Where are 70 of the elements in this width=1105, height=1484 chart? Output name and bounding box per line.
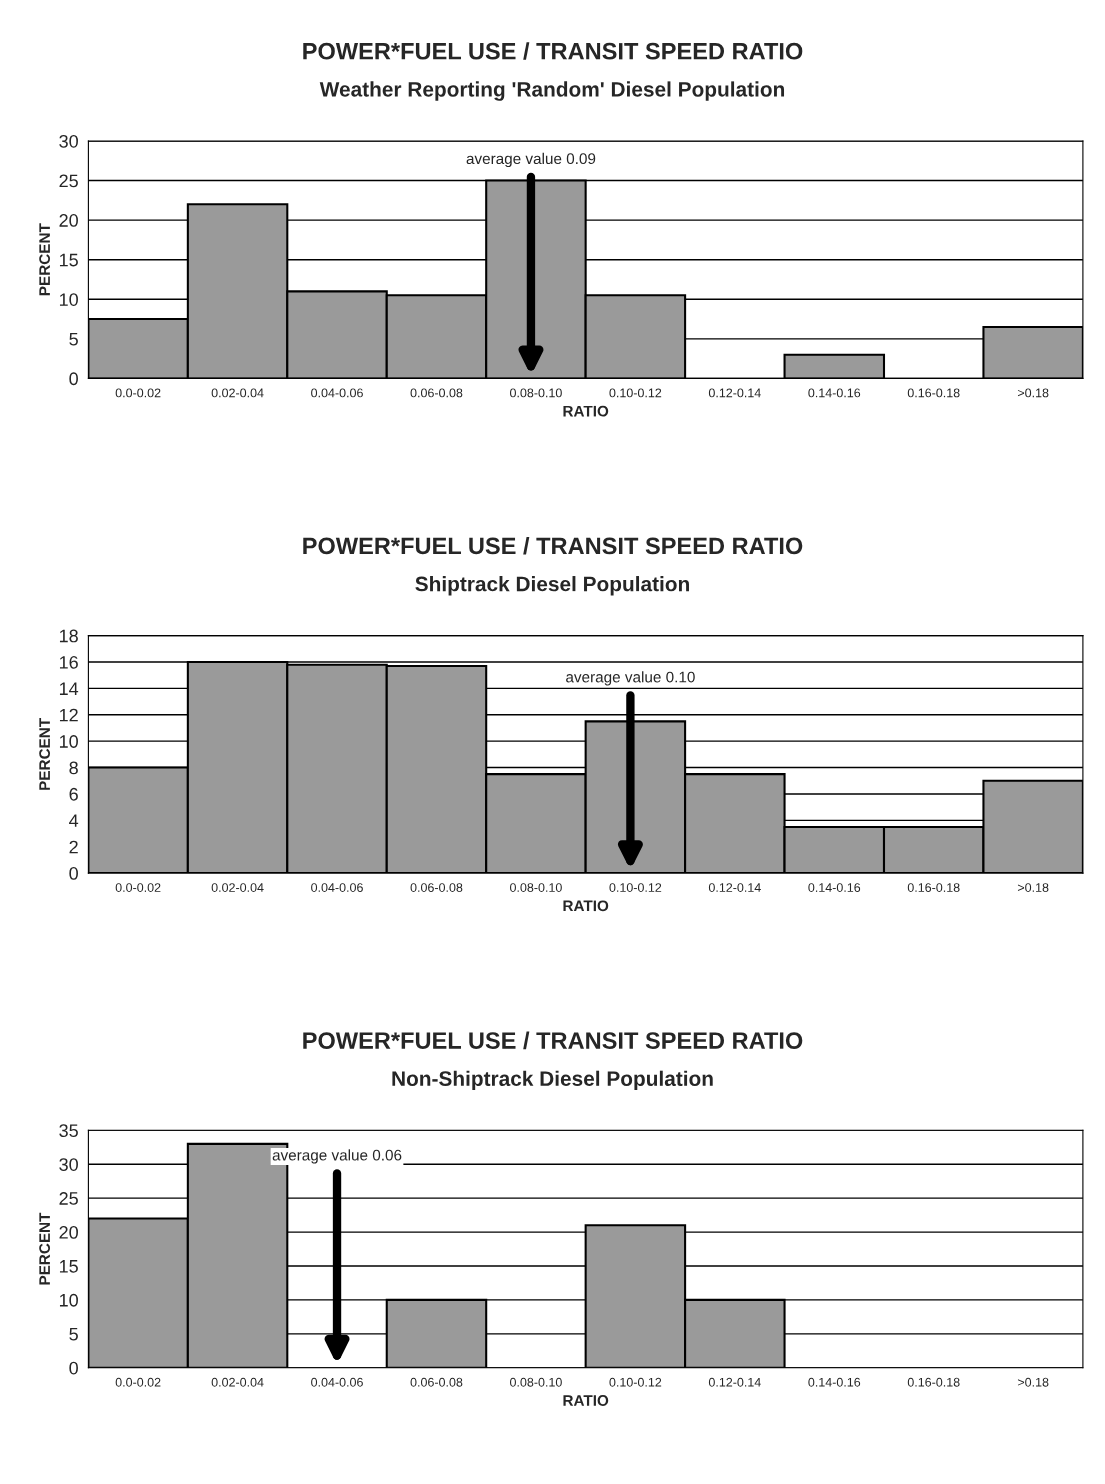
x-tick-label: >0.18	[1017, 883, 1049, 892]
y-tick-label: 20	[59, 214, 78, 227]
x-tick-label: 0.04-0.06	[311, 883, 363, 892]
y-tick-label: 14	[59, 682, 79, 695]
x-tick-label: 0.16-0.18	[907, 388, 960, 398]
chart-title: POWER*FUEL USE / TRANSIT SPEED RATIO	[303, 536, 803, 555]
y-tick-label: 12	[59, 708, 78, 722]
y-axis-title: PERCENT	[39, 223, 51, 296]
annotation: average value 0.10	[566, 671, 695, 686]
y-tick-label: 10	[59, 293, 78, 306]
x-tick-label: 0.10-0.12	[609, 1377, 662, 1387]
x-tick-label: 0.08-0.10	[510, 883, 562, 892]
x-tick-label: 0.10-0.12	[609, 883, 662, 892]
chart-subtitle: Shiptrack Diesel Population	[415, 576, 689, 596]
x-tick-label: 0.0-0.02	[115, 1377, 161, 1387]
annotation: average value 0.06	[272, 1149, 402, 1164]
y-tick-label: 15	[59, 253, 78, 267]
x-axis-title: RATIO	[563, 900, 609, 912]
y-tick-label: 30	[59, 134, 78, 148]
x-tick-label: 0.0-0.02	[115, 388, 161, 398]
chart-subtitle: Non-Shiptrack Diesel Population	[392, 1070, 713, 1091]
x-tick-label: 0.0-0.02	[115, 883, 161, 892]
x-tick-label: 0.08-0.10	[510, 1377, 562, 1387]
y-tick-label: 10	[59, 1293, 78, 1307]
x-tick-label: 0.14-0.16	[808, 883, 861, 892]
x-tick-label: 0.16-0.18	[907, 1377, 960, 1387]
x-tick-label: 0.04-0.06	[311, 1377, 363, 1387]
x-tick-label: 0.06-0.08	[410, 388, 463, 398]
y-tick-label: 25	[59, 1192, 78, 1205]
x-axis-title: RATIO	[563, 1395, 609, 1406]
y-tick-label: 0	[69, 372, 78, 386]
annotation: average value 0.09	[466, 152, 596, 168]
chart-title: POWER*FUEL USE / TRANSIT SPEED RATIO	[303, 1031, 803, 1050]
y-tick-label: 35	[59, 1124, 78, 1138]
x-tick-label: 0.04-0.06	[311, 388, 363, 398]
x-tick-label: 0.16-0.18	[907, 883, 960, 892]
chart-title: POWER*FUEL USE / TRANSIT SPEED RATIO	[303, 42, 803, 60]
y-tick-label: 5	[69, 1327, 78, 1341]
x-tick-label: 0.14-0.16	[808, 1377, 861, 1387]
x-tick-label: 0.06-0.08	[410, 1377, 463, 1387]
x-axis-title: RATIO	[563, 405, 609, 417]
x-tick-label: 0.02-0.04	[211, 388, 264, 398]
y-tick-label: 0	[69, 867, 78, 880]
y-tick-label: 16	[59, 655, 78, 669]
x-tick-label: 0.12-0.14	[708, 1377, 761, 1387]
x-tick-label: >0.18	[1017, 1377, 1049, 1387]
y-tick-label: 6	[69, 787, 78, 801]
chart-subtitle: Weather Reporting 'Random' Diesel Population	[319, 81, 785, 101]
x-tick-label: 0.06-0.08	[410, 883, 463, 892]
y-tick-label: 0	[69, 1361, 78, 1375]
y-tick-label: 15	[59, 1260, 78, 1273]
y-axis-title: PERCENT	[39, 1212, 51, 1285]
y-tick-label: 5	[69, 332, 78, 346]
x-tick-label: 0.12-0.14	[708, 388, 761, 398]
y-axis-title: PERCENT	[39, 718, 51, 790]
y-tick-label: 8	[69, 761, 78, 775]
x-tick-label: 0.14-0.16	[808, 388, 861, 398]
y-tick-label: 30	[59, 1158, 78, 1171]
x-tick-label: 0.12-0.14	[708, 883, 761, 892]
y-tick-label: 4	[69, 814, 79, 827]
x-tick-label: 0.02-0.04	[211, 883, 264, 892]
y-tick-label: 10	[59, 735, 78, 748]
x-tick-label: >0.18	[1017, 388, 1049, 398]
x-tick-label: 0.02-0.04	[211, 1377, 264, 1387]
y-tick-label: 2	[69, 840, 78, 854]
x-tick-label: 0.10-0.12	[609, 388, 662, 398]
y-tick-label: 18	[59, 629, 78, 643]
x-tick-label: 0.08-0.10	[510, 388, 562, 398]
y-tick-label: 20	[59, 1226, 78, 1239]
y-tick-label: 25	[59, 174, 78, 188]
